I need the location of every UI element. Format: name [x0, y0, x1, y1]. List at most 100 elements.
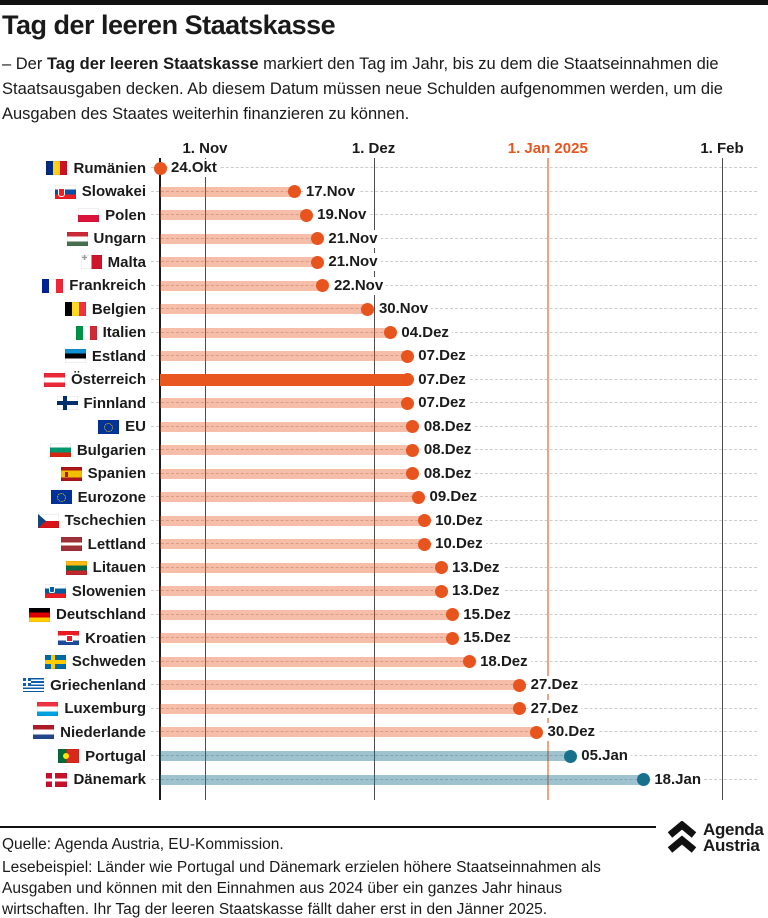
date-label: 04.Dez	[398, 323, 452, 342]
lollipop-bar	[160, 680, 520, 691]
row-gridline	[151, 284, 757, 286]
country-row-label: Ungarn	[62, 228, 147, 249]
lollipop-bar	[160, 492, 419, 503]
lollipop-dot	[406, 420, 420, 434]
country-name: Ungarn	[93, 230, 147, 248]
date-label: 17.Nov	[302, 182, 359, 201]
flag-latvia-icon	[60, 537, 82, 552]
row-gridline	[151, 707, 757, 709]
lollipop-bar	[160, 539, 425, 550]
date-label: 07.Dez	[415, 394, 469, 413]
country-name: Malta	[107, 253, 146, 271]
lollipop-dot	[299, 208, 313, 222]
axis-tick-label: 1. Jan 2025	[505, 140, 590, 158]
row-gridline	[151, 190, 757, 192]
date-label: 13.Dez	[449, 582, 503, 601]
country-name: Bulgarien	[76, 441, 146, 459]
country-name: Polen	[105, 206, 146, 224]
date-label: 07.Dez	[415, 370, 469, 389]
country-name: Spanien	[87, 465, 146, 483]
lollipop-dot	[434, 584, 448, 598]
country-row-label: Schweden	[40, 651, 146, 672]
country-row-label: Eurozone	[46, 487, 146, 508]
country-name: Niederlande	[60, 723, 146, 741]
lollipop-bar	[160, 586, 441, 597]
row-gridline	[151, 755, 757, 756]
logo-line1: Agenda	[703, 820, 764, 839]
country-name: EU	[125, 418, 146, 436]
flag-portugal-icon	[58, 749, 80, 763]
lollipop-dot	[406, 467, 420, 481]
country-row-label: Frankreich	[38, 275, 146, 296]
lollipop-dot	[513, 678, 527, 692]
flag-poland-icon	[78, 208, 100, 223]
date-label: 22.Nov	[330, 276, 387, 295]
date-label: 13.Dez	[449, 558, 503, 577]
lollipop-bar	[160, 727, 537, 738]
country-row-label: Bulgarien	[45, 440, 146, 461]
country-name: Schweden	[71, 653, 146, 671]
country-name: Österreich	[70, 371, 146, 389]
country-row-label: Tschechien	[33, 510, 146, 531]
country-row-label: Italien	[71, 322, 146, 343]
country-name: Griechenland	[50, 676, 146, 694]
country-row-label: Kroatien	[54, 628, 146, 649]
date-label: 30.Nov	[375, 300, 432, 319]
lollipop-bar	[160, 751, 571, 761]
flag-luxembourg-icon	[37, 701, 59, 716]
top-rule	[0, 0, 768, 5]
flag-bulgaria-icon	[49, 443, 71, 458]
flag-eu-icon	[98, 419, 120, 434]
date-label: 15.Dez	[460, 629, 514, 648]
country-name: Tschechien	[64, 512, 146, 530]
country-row-label: Belgien	[60, 299, 146, 320]
date-label: 21.Nov	[325, 253, 381, 272]
flag-slovakia-icon	[54, 184, 76, 199]
lollipop-dot	[310, 232, 324, 246]
row-gridline	[151, 684, 757, 686]
lollipop-dot	[636, 773, 650, 787]
row-gridline	[151, 778, 757, 780]
country-name: Finnland	[83, 394, 147, 412]
lollipop-bar	[160, 373, 408, 386]
lollipop-bar	[160, 703, 520, 714]
logo-line2: Austria	[703, 836, 760, 855]
date-label: 30.Dez	[544, 723, 599, 742]
country-row-label: Polen	[74, 205, 146, 226]
date-label: 27.Dez	[527, 676, 582, 695]
lollipop-dot	[400, 373, 414, 387]
flag-germany-icon	[28, 607, 50, 622]
country-row-label: Spanien	[56, 463, 146, 484]
lollipop-dot	[153, 161, 167, 175]
lollipop-bar	[160, 398, 408, 409]
date-label: 09.Dez	[426, 488, 481, 507]
flag-france-icon	[42, 278, 64, 293]
lollipop-bar	[160, 304, 368, 315]
flag-sweden-icon	[44, 654, 66, 669]
date-label: 27.Dez	[527, 699, 582, 718]
lollipop-dot	[445, 608, 459, 622]
flag-belgium-icon	[64, 302, 86, 317]
reading-example-text: Lesebeispiel: Länder wie Portugal und Dä…	[2, 859, 601, 918]
lollipop-bar	[160, 633, 453, 644]
lollipop-dot	[288, 185, 302, 199]
country-row-label: Lettland	[56, 534, 146, 555]
row-gridline	[151, 731, 757, 733]
date-label: 19.Nov	[314, 206, 370, 225]
axis-start-line	[159, 158, 161, 800]
date-label: 08.Dez	[420, 441, 475, 460]
country-name: Rumänien	[73, 159, 146, 177]
flag-estonia-icon	[64, 349, 86, 364]
subtitle-prefix: – Der	[2, 55, 47, 73]
flag-lithuania-icon	[65, 560, 87, 575]
lollipop-bar	[160, 186, 295, 197]
country-name: Frankreich	[69, 277, 146, 295]
flag-romania-icon	[46, 161, 68, 175]
row-gridline	[151, 214, 757, 216]
lollipop-dot	[310, 255, 324, 269]
country-name: Kroatien	[85, 629, 146, 647]
date-label: 24.Okt	[168, 159, 220, 177]
lollipop-bar	[160, 257, 318, 268]
